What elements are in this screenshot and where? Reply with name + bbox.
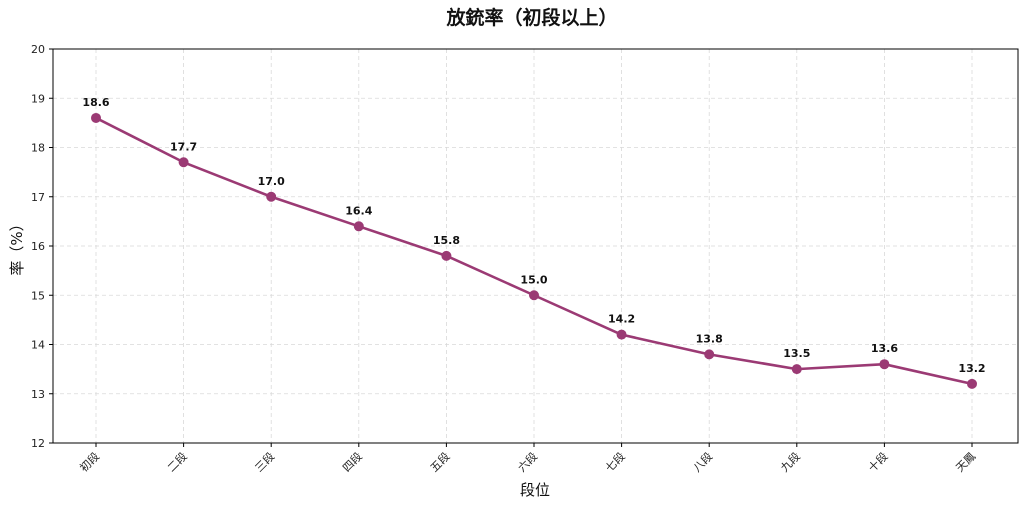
data-label: 13.8 xyxy=(696,332,723,345)
data-label: 15.0 xyxy=(520,273,547,286)
x-tick-label: 五段 xyxy=(427,449,452,474)
data-point xyxy=(353,221,364,232)
data-label: 18.6 xyxy=(82,96,109,109)
data-label: 17.7 xyxy=(170,140,197,153)
data-label: 16.4 xyxy=(345,204,372,217)
x-axis-label: 段位 xyxy=(520,481,550,499)
data-label: 14.2 xyxy=(608,313,635,326)
data-point xyxy=(791,364,802,375)
y-tick-label: 16 xyxy=(31,240,45,253)
x-tick-label: 三段 xyxy=(252,449,277,474)
y-axis-label: 率（%） xyxy=(8,216,26,275)
data-point xyxy=(529,290,539,301)
y-tick-label: 14 xyxy=(31,339,45,352)
data-point xyxy=(441,250,452,261)
y-tick-label: 19 xyxy=(31,92,45,105)
grid-layer xyxy=(53,48,1018,444)
x-tick-label: 初段 xyxy=(77,449,102,474)
y-tick-label: 18 xyxy=(31,142,45,155)
x-tick-label: 四段 xyxy=(339,449,364,474)
data-point xyxy=(91,112,101,123)
x-tick-label: 八段 xyxy=(690,449,715,474)
data-point xyxy=(616,329,627,340)
data-label: 17.0 xyxy=(258,175,285,188)
data-point xyxy=(704,349,715,360)
x-tick-label: 九段 xyxy=(777,449,802,474)
x-tick-label: 天鳳 xyxy=(953,450,978,475)
ticks-layer: 12 13 14 15 16 17 18 19 20 初段 二段 三段 四段 五段 六段 七段 八段 九段 十段 天鳳 xyxy=(31,43,978,475)
data-label: 13.6 xyxy=(871,342,898,355)
y-tick-label: 20 xyxy=(31,43,45,56)
y-tick-label: 13 xyxy=(31,388,45,401)
data-point xyxy=(178,157,189,168)
x-tick-label: 六段 xyxy=(515,449,540,474)
y-tick-label: 12 xyxy=(31,437,45,450)
y-tick-label: 17 xyxy=(31,191,45,204)
data-point xyxy=(266,191,277,202)
x-tick-label: 二段 xyxy=(164,449,189,474)
data-point xyxy=(879,359,890,370)
data-label: 13.5 xyxy=(783,347,810,360)
data-label: 13.2 xyxy=(958,362,985,375)
data-label: 15.8 xyxy=(433,234,460,247)
series-layer: 18.6 17.7 17.0 16.4 15.8 15.0 14.2 13.8 13.5 13.6… xyxy=(82,96,986,389)
x-tick-label: 十段 xyxy=(865,449,890,474)
data-point xyxy=(967,378,977,389)
y-tick-label: 15 xyxy=(31,289,45,302)
x-tick-label: 七段 xyxy=(602,449,627,474)
chart-title: 放銃率（初段以上） xyxy=(445,6,617,29)
